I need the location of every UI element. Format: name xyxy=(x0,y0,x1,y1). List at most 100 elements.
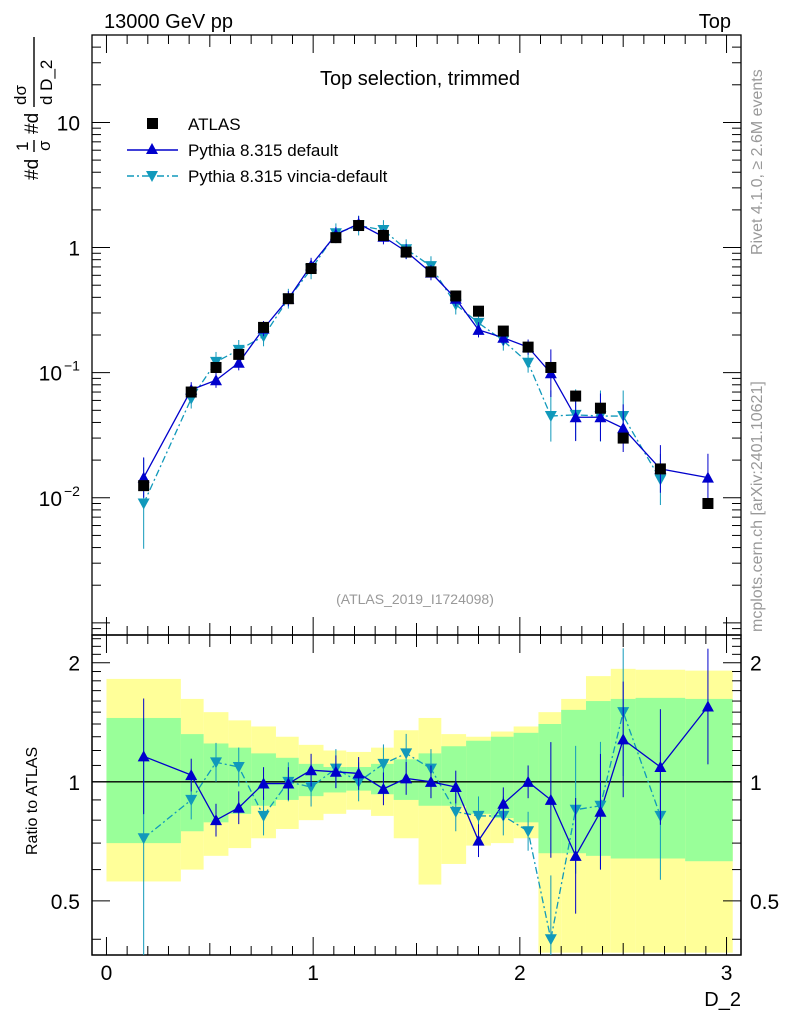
atlas-point xyxy=(425,266,437,278)
ratio-pythia-point xyxy=(544,793,557,805)
legend-vincia-label: Pythia 8.315 vincia-default xyxy=(188,167,388,186)
ratio-pythia-point xyxy=(654,761,667,773)
atlas-point xyxy=(617,432,629,444)
ratio-pythia-point xyxy=(449,781,462,793)
ratio-pythia-point xyxy=(472,834,485,846)
ratio-pythia-point xyxy=(617,733,630,745)
analysis-watermark: (ATLAS_2019_I1724098) xyxy=(336,591,494,607)
green-band-bin xyxy=(180,734,204,832)
ratio-vincia-point xyxy=(544,934,557,946)
legend: ATLAS Pythia 8.315 default Pythia 8.315 … xyxy=(127,115,388,186)
atlas-point xyxy=(570,390,582,402)
svg-text:#d: #d xyxy=(22,113,43,134)
pythia-line xyxy=(143,223,709,479)
pythia-point xyxy=(617,422,630,434)
ratio-pythia-point xyxy=(352,767,365,779)
pythia-point xyxy=(569,411,582,423)
pythia-point xyxy=(472,323,485,335)
atlas-point xyxy=(654,463,666,475)
ratio-pythia-point xyxy=(400,772,413,784)
ratio-vincia-point xyxy=(257,810,270,822)
atlas-point xyxy=(353,220,365,232)
ratio-y-tick-label: 0.5 xyxy=(51,891,80,914)
x-tick-label: 1 xyxy=(307,962,319,985)
ratio-pythia-point xyxy=(282,777,295,789)
header-left: 13000 GeV pp xyxy=(104,11,233,33)
ratio-vincia-point xyxy=(522,826,535,838)
ratio-pythia-point xyxy=(137,750,150,762)
svg-text:d D_2: d D_2 xyxy=(37,60,56,105)
ratio-pythia-point xyxy=(185,769,198,781)
ratio-vincia-point xyxy=(449,806,462,818)
pythia-point xyxy=(210,374,223,386)
atlas-point xyxy=(138,480,150,492)
main-y-tick-label: 1 xyxy=(68,238,80,261)
main-y-axis-label: #d 1 σ #d dσ d D_2 xyxy=(11,37,56,180)
ratio-pythia-line xyxy=(143,706,709,858)
header-right: Top xyxy=(699,11,731,33)
legend-atlas-marker xyxy=(147,118,158,129)
ratio-pythia-point xyxy=(377,782,390,794)
atlas-point xyxy=(377,229,389,241)
main-y-tick-label: 10 xyxy=(39,363,62,386)
x-tick-label: 0 xyxy=(101,962,113,985)
x-tick-label: 2 xyxy=(514,962,526,985)
ratio-vincia-point xyxy=(377,758,390,770)
x-axis-label: D_2 xyxy=(704,989,741,1011)
atlas-point xyxy=(400,246,412,258)
atlas-point xyxy=(330,232,342,244)
ratio-pythia-point xyxy=(497,797,510,809)
vincia-point xyxy=(137,498,150,510)
ratio-pythia-point xyxy=(257,777,270,789)
atlas-point xyxy=(185,386,197,398)
atlas-point xyxy=(545,361,557,373)
ratio-y-tick-label: 1 xyxy=(68,772,80,795)
vincia-point xyxy=(544,411,557,423)
atlas-point xyxy=(522,341,534,353)
green-band-bin xyxy=(538,723,562,854)
svg-text:#d: #d xyxy=(22,159,43,180)
chart-title: Top selection, trimmed xyxy=(320,68,520,90)
main-y-tick-label: 10 xyxy=(57,112,80,135)
main-y-tick-exponent: −2 xyxy=(64,483,80,499)
ratio-y-tick-label: 2 xyxy=(68,653,80,676)
atlas-point xyxy=(594,402,606,414)
mcplots-label: mcplots.cern.ch [arXiv:2401.10621] xyxy=(749,381,766,632)
ratio-vincia-point xyxy=(305,782,318,794)
pythia-point xyxy=(137,471,150,483)
x-tick-label: 3 xyxy=(721,962,733,985)
atlas-point xyxy=(210,361,222,373)
ratio-vincia-point xyxy=(232,762,245,774)
green-band-bin xyxy=(685,698,733,862)
atlas-point xyxy=(497,325,509,337)
ratio-y-tick-label-right: 0.5 xyxy=(750,891,779,914)
rivet-label: Rivet 4.1.0, ≥ 2.6M events xyxy=(749,69,766,255)
pythia-point xyxy=(232,356,245,368)
ratio-y-axis-label: Ratio to ATLAS xyxy=(24,747,41,855)
ratio-pythia-point xyxy=(701,700,714,712)
main-y-tick-exponent: −1 xyxy=(64,358,80,374)
pythia-point xyxy=(594,411,607,423)
green-band-bin xyxy=(490,736,514,819)
vincia-point xyxy=(257,331,270,343)
atlas-point xyxy=(258,321,270,333)
pythia-point xyxy=(701,471,714,483)
ratio-y-tick-label-right: 1 xyxy=(750,772,762,795)
ratio-vincia-point xyxy=(185,794,198,806)
ratio-vincia-point xyxy=(210,757,223,769)
atlas-point xyxy=(450,290,462,302)
atlas-point xyxy=(305,263,317,275)
svg-text:1: 1 xyxy=(13,142,32,151)
ratio-pythia-point xyxy=(522,775,535,787)
ratio-y-tick-label-right: 2 xyxy=(750,653,762,676)
legend-pythia-marker xyxy=(146,143,158,154)
atlas-point xyxy=(473,305,485,317)
atlas-point xyxy=(282,293,294,305)
legend-atlas-label: ATLAS xyxy=(188,115,241,134)
ratio-vincia-point xyxy=(472,810,485,822)
green-band-bin xyxy=(513,732,539,823)
svg-text:σ: σ xyxy=(35,140,54,151)
ratio-pythia-point xyxy=(305,764,318,776)
legend-pythia-label: Pythia 8.315 default xyxy=(188,141,339,160)
